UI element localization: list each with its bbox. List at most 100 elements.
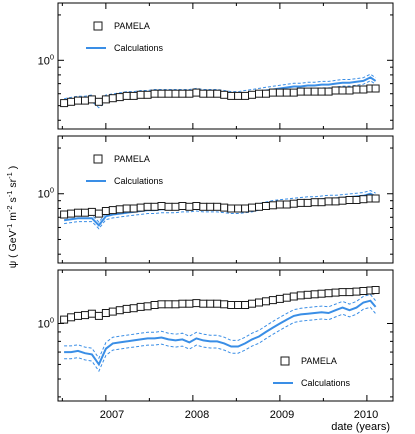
legend-pamela-label: PAMELA bbox=[114, 154, 150, 164]
pamela-point bbox=[296, 198, 305, 207]
legend-pamela-marker bbox=[93, 154, 103, 164]
pamela-point bbox=[136, 203, 145, 212]
pamela-point bbox=[248, 299, 256, 308]
pamela-point bbox=[122, 204, 131, 213]
pamela-point bbox=[268, 201, 277, 210]
pamela-point bbox=[234, 91, 243, 100]
pamela-point bbox=[331, 197, 340, 206]
pamela-point bbox=[331, 288, 340, 297]
pamela-point bbox=[192, 202, 201, 210]
pamela-point bbox=[157, 89, 166, 98]
pamela-point bbox=[234, 204, 243, 213]
pamela-point bbox=[296, 291, 305, 300]
y-tick-label: 100 bbox=[38, 315, 54, 330]
pamela-point bbox=[60, 210, 69, 219]
pamela-point bbox=[213, 299, 222, 308]
pamela-point bbox=[192, 88, 201, 97]
pamela-point bbox=[150, 89, 159, 98]
legend-calculations-label: Calculations bbox=[301, 378, 351, 388]
pamela-point bbox=[282, 88, 291, 97]
y-tick-label: 100 bbox=[38, 52, 54, 67]
pamela-point bbox=[136, 302, 145, 311]
pamela-point bbox=[255, 202, 263, 211]
panel-3: 100 PAMELA Calculations bbox=[38, 269, 394, 402]
pamela-point bbox=[282, 200, 291, 209]
pamela-point bbox=[359, 85, 368, 94]
pamela-point bbox=[143, 90, 152, 99]
pamela-point bbox=[227, 204, 236, 213]
pamela-point bbox=[199, 89, 208, 98]
pamela-point bbox=[122, 304, 131, 313]
pamela-point bbox=[122, 91, 131, 100]
pamela-point bbox=[338, 196, 347, 205]
x-tick-label-2008: 2008 bbox=[185, 409, 209, 421]
pamela-point bbox=[199, 299, 208, 308]
x-tick-label-2009: 2009 bbox=[270, 409, 294, 421]
pamela-point bbox=[275, 294, 284, 303]
x-tick-label-2010: 2010 bbox=[354, 409, 378, 421]
pamela-point bbox=[115, 205, 124, 214]
pamela-point bbox=[129, 304, 138, 313]
pamela-point bbox=[324, 197, 333, 206]
pamela-point bbox=[185, 202, 194, 211]
pamela-point bbox=[206, 202, 215, 211]
pamela-point bbox=[220, 203, 229, 212]
pamela-point bbox=[199, 202, 208, 211]
pamela-point bbox=[164, 202, 173, 211]
pamela-point bbox=[255, 298, 263, 307]
pamela-point bbox=[241, 91, 250, 100]
pamela-point bbox=[178, 202, 187, 210]
pamela-point bbox=[136, 90, 145, 99]
pamela-point bbox=[359, 195, 368, 204]
pamela-point bbox=[67, 209, 76, 218]
pamela-point bbox=[227, 301, 236, 309]
pamela-point bbox=[171, 202, 180, 211]
pamela-point bbox=[331, 86, 340, 95]
plot-frame bbox=[57, 2, 394, 130]
pamela-point bbox=[268, 88, 277, 97]
pamela-point bbox=[248, 203, 256, 212]
y-axis-title: ψ ( GeV-1 m-2 s-1 sr-1 ) bbox=[5, 166, 19, 268]
legend-pamela-label: PAMELA bbox=[114, 21, 150, 31]
pamela-point bbox=[324, 289, 333, 298]
pamela-point bbox=[220, 300, 229, 309]
pamela-point bbox=[213, 202, 222, 211]
legend-calculations-label: Calculations bbox=[114, 43, 164, 53]
pamela-point bbox=[178, 89, 187, 98]
pamela-point bbox=[310, 87, 319, 96]
x-axis-title: date (years) bbox=[331, 421, 390, 433]
panel-2: 100 PAMELA Calculations bbox=[38, 135, 394, 264]
plot-frame bbox=[57, 135, 394, 264]
pamela-point bbox=[359, 287, 368, 295]
y-tick-label: 100 bbox=[38, 186, 54, 201]
pamela-point bbox=[81, 96, 89, 105]
pamela-point bbox=[227, 91, 236, 100]
pamela-point bbox=[81, 208, 89, 217]
pamela-point bbox=[371, 84, 380, 93]
pamela-point bbox=[289, 292, 298, 301]
pamela-point bbox=[74, 208, 82, 217]
pamela-point bbox=[371, 286, 380, 294]
pamela-point bbox=[185, 299, 194, 308]
pamela-point bbox=[101, 207, 110, 215]
pamela-point bbox=[94, 209, 103, 218]
legend-calculations-label: Calculations bbox=[114, 176, 164, 186]
pamela-point bbox=[67, 97, 76, 106]
pamela-point bbox=[67, 313, 76, 322]
pamela-point bbox=[352, 196, 361, 204]
panels: 100 PAMELA Calculations 100 PAMELA Calculatio… bbox=[38, 2, 394, 402]
pamela-point bbox=[310, 290, 319, 299]
pamela-point bbox=[303, 198, 312, 207]
pamela-point bbox=[101, 309, 110, 317]
pamela-point bbox=[87, 207, 96, 216]
pamela-point bbox=[94, 311, 103, 320]
pamela-point bbox=[324, 87, 333, 96]
pamela-point bbox=[241, 301, 250, 309]
pamela-point bbox=[143, 202, 152, 211]
pamela-point bbox=[255, 89, 263, 98]
pamela-point bbox=[60, 99, 69, 108]
pamela-point bbox=[206, 89, 215, 98]
pamela-point bbox=[317, 289, 326, 298]
pamela-point bbox=[101, 95, 110, 104]
pamela-point bbox=[303, 87, 312, 96]
